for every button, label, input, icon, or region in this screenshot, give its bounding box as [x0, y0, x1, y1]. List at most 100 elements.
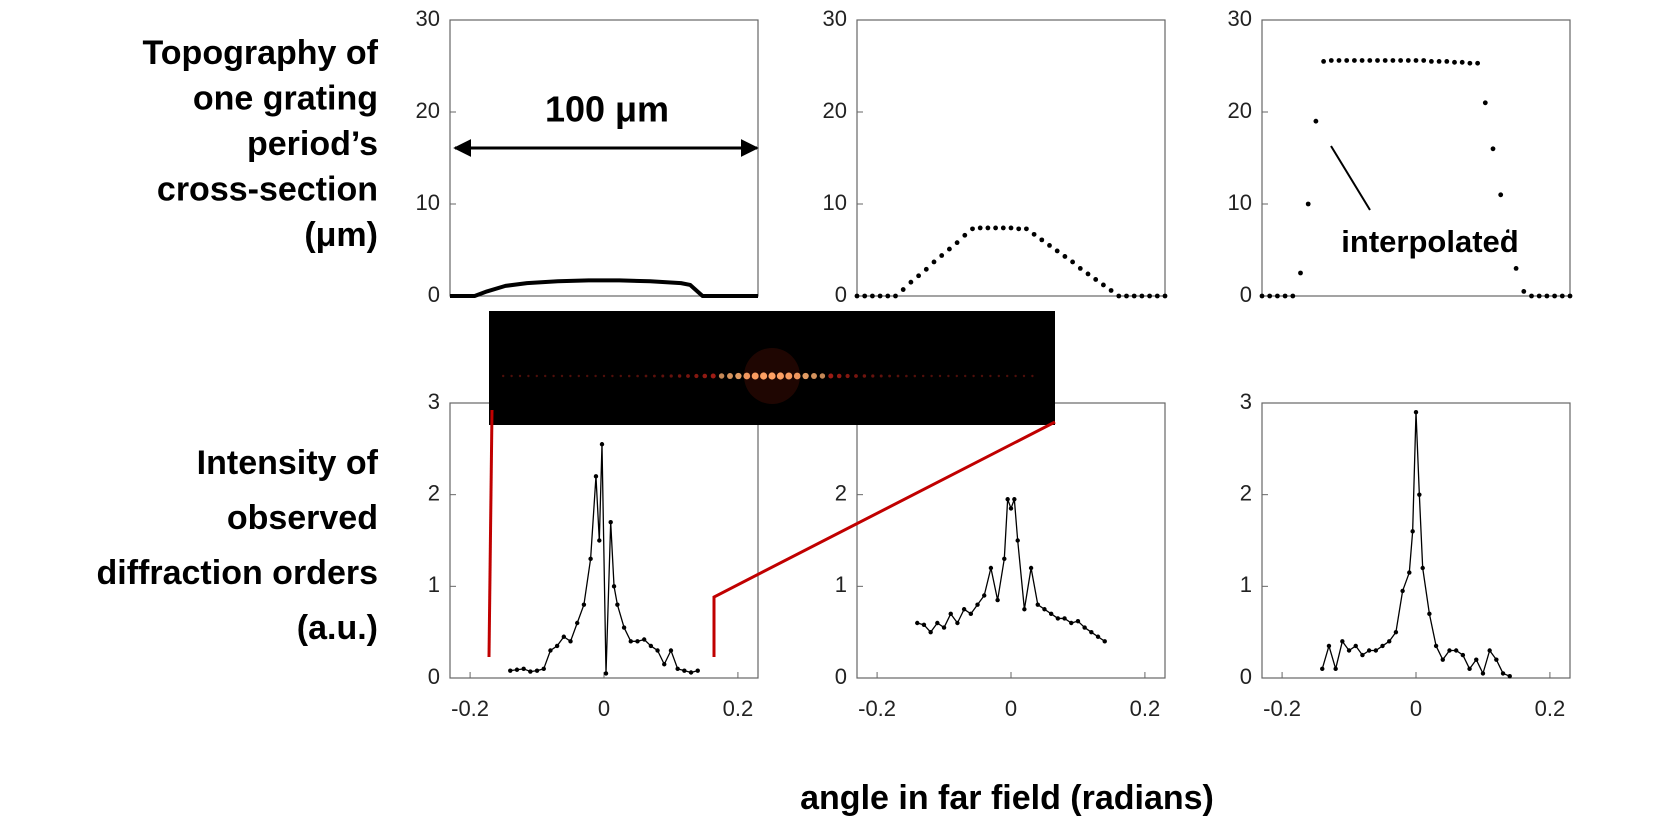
data-point: [1333, 666, 1338, 672]
image-spot: [905, 374, 908, 378]
data-point: [1413, 58, 1419, 63]
data-point: [1420, 565, 1425, 571]
y-tick-label: 10: [823, 190, 847, 215]
x-tick-label: 0.2: [723, 696, 754, 721]
data-point: [1429, 59, 1434, 64]
data-point: [1095, 634, 1101, 639]
image-spot: [862, 374, 867, 378]
image-spot: [577, 374, 581, 378]
y-tick-label: 20: [416, 98, 440, 123]
image-background: [489, 311, 1055, 425]
data-point: [599, 442, 605, 447]
image-spot: [963, 374, 967, 378]
data-point: [682, 668, 687, 673]
data-point: [1048, 611, 1054, 617]
data-point: [534, 668, 540, 673]
image-spot: [569, 374, 572, 378]
data-point: [1490, 146, 1496, 152]
data-point: [862, 293, 868, 299]
y-tick-label: 3: [428, 389, 440, 414]
connector: [487, 409, 494, 658]
data-point: [1320, 666, 1325, 672]
row-label: Topography of: [143, 34, 379, 72]
data-line: [450, 278, 758, 298]
image-spot: [694, 373, 699, 379]
data-point: [1024, 226, 1029, 232]
data-point: [603, 671, 609, 676]
data-point: [1000, 225, 1006, 231]
x-tick-label: 0: [1410, 696, 1422, 721]
data-point: [1005, 497, 1010, 502]
data-point: [900, 287, 906, 292]
data-point: [561, 634, 567, 639]
data-point: [1494, 657, 1499, 662]
y-tick-label: 3: [1240, 389, 1252, 414]
y-tick-label: 0: [835, 664, 847, 689]
data-point: [1529, 293, 1534, 299]
data-point: [1305, 201, 1311, 207]
data-point: [1513, 266, 1519, 271]
data-point: [1536, 293, 1542, 299]
interp-label: interpolated: [1341, 224, 1518, 259]
data-point: [581, 602, 587, 607]
image-spot: [594, 374, 597, 378]
image-spot: [793, 372, 801, 380]
data-point: [615, 602, 620, 607]
x-tick-label: 0.2: [1535, 696, 1566, 721]
data-point: [908, 279, 914, 285]
data-point: [931, 259, 937, 265]
image-spot: [611, 374, 614, 378]
image-spot: [1005, 374, 1009, 378]
data-point: [1313, 118, 1319, 124]
image-spot: [502, 374, 505, 378]
data-point: [1352, 58, 1357, 63]
image-spot: [836, 373, 842, 379]
data-point: [688, 670, 694, 675]
image-spot: [972, 374, 975, 378]
data-point: [1366, 648, 1372, 653]
data-point: [1487, 648, 1492, 653]
data-point: [1506, 229, 1511, 235]
data-point: [1433, 643, 1439, 649]
data-point: [1405, 58, 1411, 63]
data-point: [993, 225, 998, 231]
data-point: [854, 293, 860, 299]
data-point: [1062, 254, 1068, 259]
data-point: [1452, 59, 1457, 65]
image-spot: [686, 374, 690, 378]
data-point: [1336, 58, 1342, 63]
data-point: [1413, 409, 1419, 415]
image-spot: [710, 373, 716, 379]
data-point: [1500, 671, 1506, 676]
data-point: [1459, 59, 1465, 65]
data-point: [1012, 497, 1017, 502]
data-point: [885, 293, 891, 299]
data-point: [1474, 657, 1479, 662]
y-tick-label: 1: [835, 572, 847, 597]
data-point: [1444, 59, 1450, 64]
data-point: [1440, 657, 1445, 662]
image-spot: [888, 374, 892, 378]
data-point: [1427, 611, 1432, 617]
data-point: [916, 273, 921, 279]
data-point: [1498, 192, 1504, 198]
data-point: [1507, 673, 1512, 679]
data-point: [1436, 59, 1442, 64]
image-spot: [802, 372, 809, 380]
data-point: [1544, 293, 1550, 299]
row-label: (μm): [304, 216, 378, 254]
data-point: [1082, 625, 1087, 630]
data-point: [1344, 58, 1350, 63]
data-point: [608, 519, 613, 525]
data-point: [621, 625, 627, 630]
row-label: period’s: [247, 125, 378, 163]
data-point: [985, 225, 991, 231]
data-point: [575, 620, 580, 626]
x-tick-label: -0.2: [858, 696, 896, 721]
data-point: [1085, 271, 1091, 277]
data-point: [1139, 293, 1145, 299]
image-spot: [510, 374, 513, 378]
data-point: [1359, 58, 1365, 63]
image-spot: [585, 374, 589, 378]
data-point: [1521, 289, 1527, 294]
